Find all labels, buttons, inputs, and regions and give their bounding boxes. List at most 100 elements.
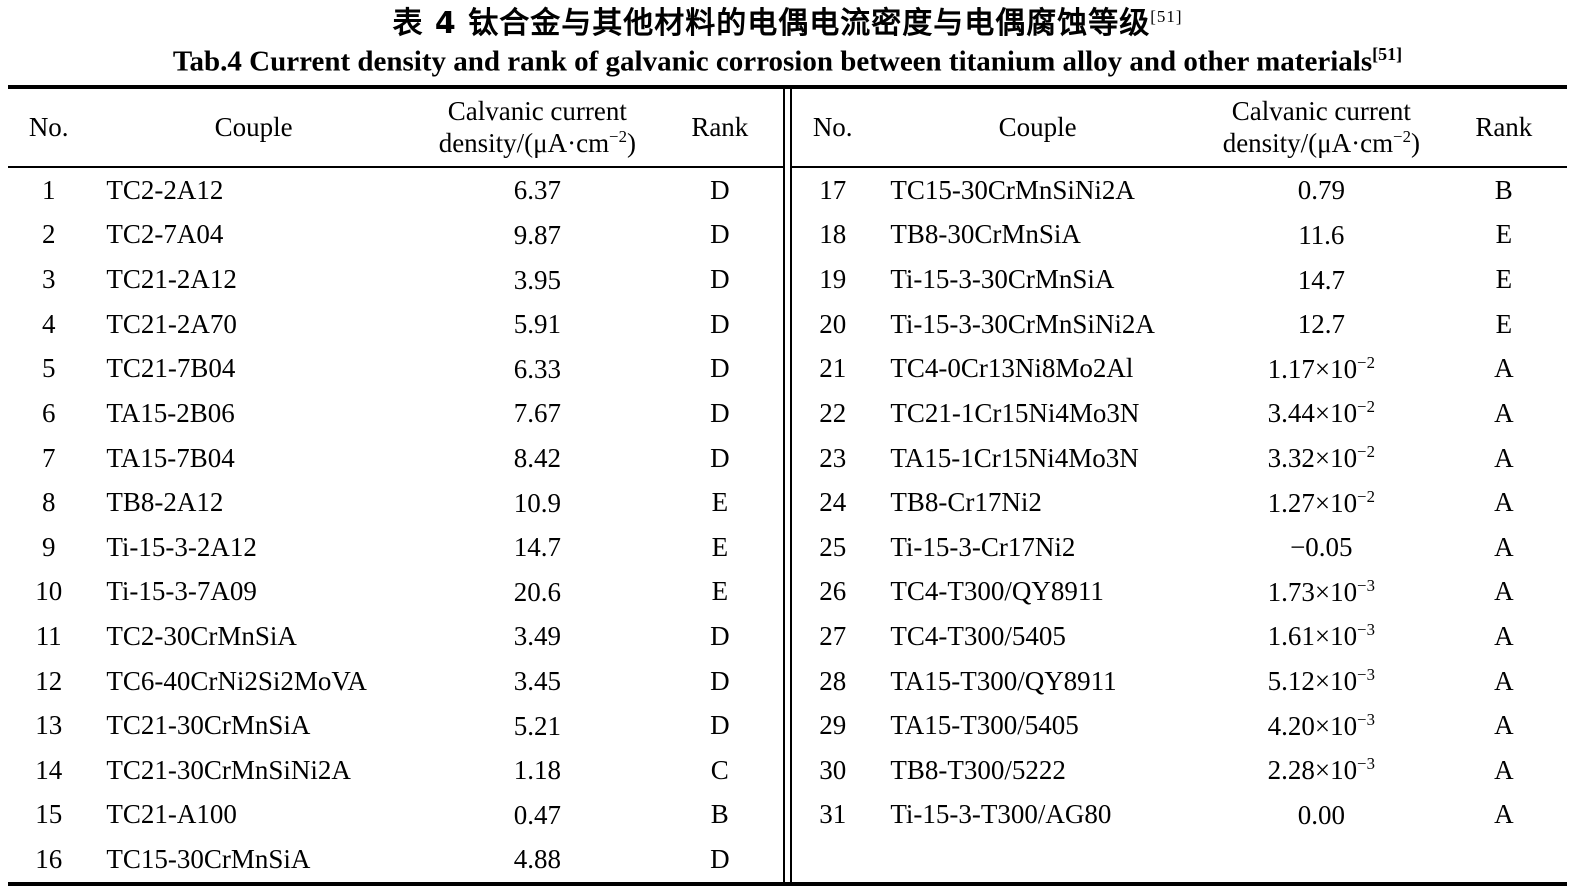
column-header-density: Calvanic current density/(μA·cm−2) bbox=[418, 96, 657, 159]
table-right-body: 17 TC15-30CrMnSiNi2A 0.79 B 18 TB8-30CrM… bbox=[792, 168, 1567, 882]
table-row: 20 Ti-15-3-30CrMnSiNi2A 12.7 E bbox=[792, 302, 1567, 347]
table-row: 15 TC21-A100 0.47 B bbox=[8, 793, 783, 838]
table-row: 25 Ti-15-3-Cr17Ni2 −0.05 A bbox=[792, 525, 1567, 570]
table-middle-double-rule bbox=[783, 89, 792, 883]
column-header-couple: Couple bbox=[214, 111, 293, 142]
current-density-value: 1.27×10−2 bbox=[1267, 486, 1375, 518]
density-header-line1: Calvanic current bbox=[1231, 96, 1411, 126]
rank-value: E bbox=[1495, 308, 1513, 339]
row-number: 14 bbox=[35, 754, 63, 785]
couple-name: TC21-2A70 bbox=[106, 308, 237, 339]
row-number: 27 bbox=[819, 620, 847, 651]
rank-value: A bbox=[1494, 754, 1514, 785]
table-row: 30 TB8-T300/5222 2.28×10−3 A bbox=[792, 748, 1567, 793]
current-density-value: 0.79 bbox=[1297, 175, 1345, 206]
rank-value: D bbox=[710, 308, 730, 339]
current-density-value: 0.00 bbox=[1297, 799, 1345, 830]
density-value-exponent: −3 bbox=[1357, 620, 1375, 640]
couple-name: TC2-7A04 bbox=[106, 219, 224, 250]
rank-value: B bbox=[1494, 174, 1513, 205]
current-density-value: 1.18 bbox=[513, 755, 561, 786]
row-number: 20 bbox=[819, 308, 847, 339]
rank-value: A bbox=[1494, 397, 1514, 428]
rank-value: D bbox=[710, 219, 730, 250]
column-header-couple: Couple bbox=[998, 111, 1077, 142]
table-row: 13 TC21-30CrMnSiA 5.21 D bbox=[8, 703, 783, 748]
couple-name: TC21-7B04 bbox=[106, 353, 236, 384]
current-density-value: 4.20×10−3 bbox=[1267, 709, 1375, 741]
table-row: 19 Ti-15-3-30CrMnSiA 14.7 E bbox=[792, 257, 1567, 302]
rank-value: A bbox=[1494, 531, 1514, 562]
table-row: 17 TC15-30CrMnSiNi2A 0.79 B bbox=[792, 168, 1567, 213]
current-density-value: 4.88 bbox=[513, 844, 561, 875]
current-density-value: 1.17×10−2 bbox=[1267, 352, 1375, 384]
rank-value: A bbox=[1494, 487, 1514, 518]
english-title-citation-ref: [51] bbox=[1372, 43, 1403, 64]
table-row: 28 TA15-T300/QY8911 5.12×10−3 A bbox=[792, 659, 1567, 704]
couple-name: Ti-15-3-30CrMnSiA bbox=[890, 264, 1115, 295]
row-number: 1 bbox=[41, 174, 56, 205]
row-number: 29 bbox=[819, 710, 847, 741]
couple-name: TC21-30CrMnSiNi2A bbox=[106, 754, 351, 785]
couple-name: TB8-Cr17Ni2 bbox=[890, 487, 1042, 518]
current-density-value: 14.7 bbox=[1297, 264, 1345, 295]
rank-value: E bbox=[1495, 219, 1513, 250]
current-density-value: 3.45 bbox=[513, 666, 561, 697]
current-density-value: −0.05 bbox=[1290, 532, 1353, 563]
current-density-value: 7.67 bbox=[513, 398, 561, 429]
table-row: 18 TB8-30CrMnSiA 11.6 E bbox=[792, 213, 1567, 258]
rank-value: D bbox=[710, 174, 730, 205]
rank-value: A bbox=[1494, 576, 1514, 607]
row-number: 15 bbox=[35, 799, 63, 830]
rank-value: E bbox=[1495, 264, 1513, 295]
couple-name: TC4-T300/5405 bbox=[890, 620, 1066, 651]
density-value-exponent: −3 bbox=[1357, 575, 1375, 595]
table-row: 7 TA15-7B04 8.42 D bbox=[8, 436, 783, 481]
current-density-value: 12.7 bbox=[1297, 309, 1345, 340]
current-density-value: 0.47 bbox=[513, 799, 561, 830]
table-title-chinese: 表 4 钛合金与其他材料的电偶电流密度与电偶腐蚀等级[51] bbox=[0, 0, 1575, 42]
chinese-title-citation-ref: [51] bbox=[1150, 7, 1183, 26]
couple-name: TC21-A100 bbox=[106, 799, 237, 830]
column-header-density: Calvanic current density/(μA·cm−2) bbox=[1202, 96, 1441, 159]
rank-value: D bbox=[710, 442, 730, 473]
row-number: 4 bbox=[41, 308, 56, 339]
couple-name: TC21-30CrMnSiA bbox=[106, 710, 311, 741]
table-row: 2 TC2-7A04 9.87 D bbox=[8, 213, 783, 258]
row-number: 21 bbox=[819, 353, 847, 384]
table-row: 6 TA15-2B06 7.67 D bbox=[8, 391, 783, 436]
row-number: 3 bbox=[41, 264, 56, 295]
row-number: 22 bbox=[819, 397, 847, 428]
table-left-header-row: No. Couple Calvanic current density/(μA·… bbox=[8, 89, 783, 169]
density-unit-exponent: −2 bbox=[609, 127, 627, 147]
table-right-header-row: No. Couple Calvanic current density/(μA·… bbox=[792, 89, 1567, 169]
rank-value: A bbox=[1494, 665, 1514, 696]
couple-name: Ti-15-3-7A09 bbox=[106, 576, 257, 607]
couple-name: Ti-15-3-Cr17Ni2 bbox=[890, 531, 1076, 562]
current-density-value: 9.87 bbox=[513, 219, 561, 250]
rank-value: D bbox=[710, 264, 730, 295]
table-row: 3 TC21-2A12 3.95 D bbox=[8, 257, 783, 302]
table-row: 14 TC21-30CrMnSiNi2A 1.18 C bbox=[8, 748, 783, 793]
couple-name: Ti-15-3-2A12 bbox=[106, 531, 257, 562]
density-value-exponent: −2 bbox=[1357, 442, 1375, 461]
density-value-exponent: −3 bbox=[1357, 709, 1375, 729]
density-value-exponent: −2 bbox=[1357, 486, 1375, 506]
couple-name: TA15-2B06 bbox=[106, 397, 235, 428]
rank-value: E bbox=[711, 531, 729, 562]
current-density-value: 1.73×10−3 bbox=[1267, 575, 1375, 607]
table-right-half: No. Couple Calvanic current density/(μA·… bbox=[792, 89, 1567, 882]
current-density-value: 3.44×10−2 bbox=[1267, 397, 1375, 429]
density-value-exponent: −3 bbox=[1357, 665, 1375, 685]
current-density-value: 8.42 bbox=[513, 443, 561, 473]
density-header-line2: density/(μA·cm−2) bbox=[438, 127, 636, 159]
current-density-value: 1.61×10−3 bbox=[1267, 620, 1375, 652]
current-density-value: 5.91 bbox=[513, 309, 561, 340]
rank-value: D bbox=[710, 843, 730, 874]
current-density-value: 3.32×10−2 bbox=[1267, 442, 1375, 473]
couple-name: TA15-1Cr15Ni4Mo3N bbox=[890, 442, 1139, 473]
rank-value: A bbox=[1494, 353, 1514, 384]
column-header-no: No. bbox=[28, 111, 69, 142]
column-header-no: No. bbox=[812, 111, 853, 142]
